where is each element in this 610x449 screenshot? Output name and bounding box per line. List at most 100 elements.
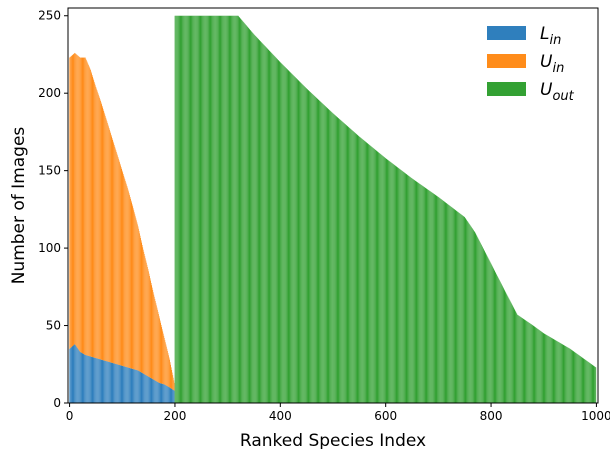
bar	[153, 379, 155, 403]
bar	[101, 104, 102, 360]
bar	[149, 377, 150, 403]
bar	[562, 344, 563, 403]
bar	[540, 331, 542, 403]
bar	[382, 155, 383, 403]
bar	[412, 178, 413, 403]
bar	[491, 264, 492, 403]
bar	[389, 161, 391, 403]
bar	[446, 203, 447, 403]
bar	[93, 80, 95, 358]
bar	[284, 66, 285, 404]
bar	[490, 263, 492, 403]
bar	[165, 344, 167, 386]
bar	[398, 167, 399, 403]
bar	[515, 310, 516, 403]
bar	[459, 213, 461, 403]
bar	[201, 15, 203, 403]
bar	[509, 299, 510, 403]
bar	[188, 15, 190, 403]
bar	[200, 15, 202, 403]
bar	[431, 192, 433, 403]
bar	[209, 15, 210, 403]
bar	[170, 364, 171, 389]
bar	[434, 194, 436, 403]
bar	[411, 178, 413, 403]
bar	[101, 359, 103, 403]
bar	[448, 205, 450, 403]
bar	[110, 362, 111, 403]
bar	[562, 344, 564, 403]
bar	[251, 31, 252, 404]
bar	[284, 66, 286, 404]
bar	[223, 15, 224, 403]
legend-item: Uin	[487, 52, 564, 76]
bar	[427, 189, 429, 403]
bar	[356, 134, 357, 403]
bar	[164, 337, 165, 385]
bar	[478, 239, 480, 403]
bar	[468, 223, 470, 403]
bar	[89, 356, 90, 403]
bar	[117, 364, 118, 403]
bar	[204, 15, 206, 403]
bar	[554, 339, 555, 403]
legend: Lin Uin Uout	[487, 24, 575, 104]
bar	[159, 383, 160, 403]
bar	[593, 365, 594, 403]
bar	[181, 15, 183, 403]
bar	[77, 55, 79, 349]
bar	[309, 91, 311, 404]
bar	[405, 173, 407, 403]
bar	[197, 15, 198, 403]
bar	[104, 360, 105, 403]
bar	[360, 137, 361, 403]
bar	[242, 20, 243, 403]
bar	[76, 54, 78, 348]
bar	[404, 173, 406, 403]
bar	[482, 247, 483, 403]
bar	[584, 359, 585, 403]
bar	[500, 282, 501, 403]
bar	[332, 112, 333, 403]
bar	[89, 356, 91, 403]
bar	[136, 222, 138, 371]
bar	[213, 15, 215, 403]
bar	[359, 136, 360, 403]
bar	[542, 332, 543, 403]
bar	[304, 86, 305, 403]
bar	[84, 354, 85, 403]
bar	[532, 325, 534, 403]
bar	[145, 375, 147, 403]
bar	[167, 386, 169, 403]
bar	[462, 215, 464, 403]
bar	[437, 196, 438, 403]
bar	[105, 117, 107, 362]
bar	[70, 56, 72, 348]
bar	[225, 15, 226, 403]
bar	[340, 120, 342, 404]
bar	[178, 15, 180, 403]
bar	[145, 260, 147, 376]
bar	[416, 181, 418, 403]
bar	[527, 321, 528, 403]
bar	[99, 97, 100, 360]
bar	[117, 155, 118, 365]
bar	[550, 337, 552, 403]
bar	[170, 388, 171, 403]
bar	[384, 157, 385, 403]
bar	[137, 370, 138, 403]
bar	[127, 367, 129, 403]
bar	[139, 233, 140, 372]
bar	[408, 175, 409, 403]
bar	[528, 322, 529, 403]
bar	[234, 15, 235, 403]
bar	[498, 279, 500, 403]
bar	[336, 117, 338, 404]
bar	[456, 211, 458, 403]
bar	[134, 369, 136, 403]
bar	[185, 15, 187, 403]
bar	[98, 96, 100, 359]
bar	[569, 348, 570, 403]
bar	[111, 138, 113, 363]
bar	[471, 227, 472, 403]
